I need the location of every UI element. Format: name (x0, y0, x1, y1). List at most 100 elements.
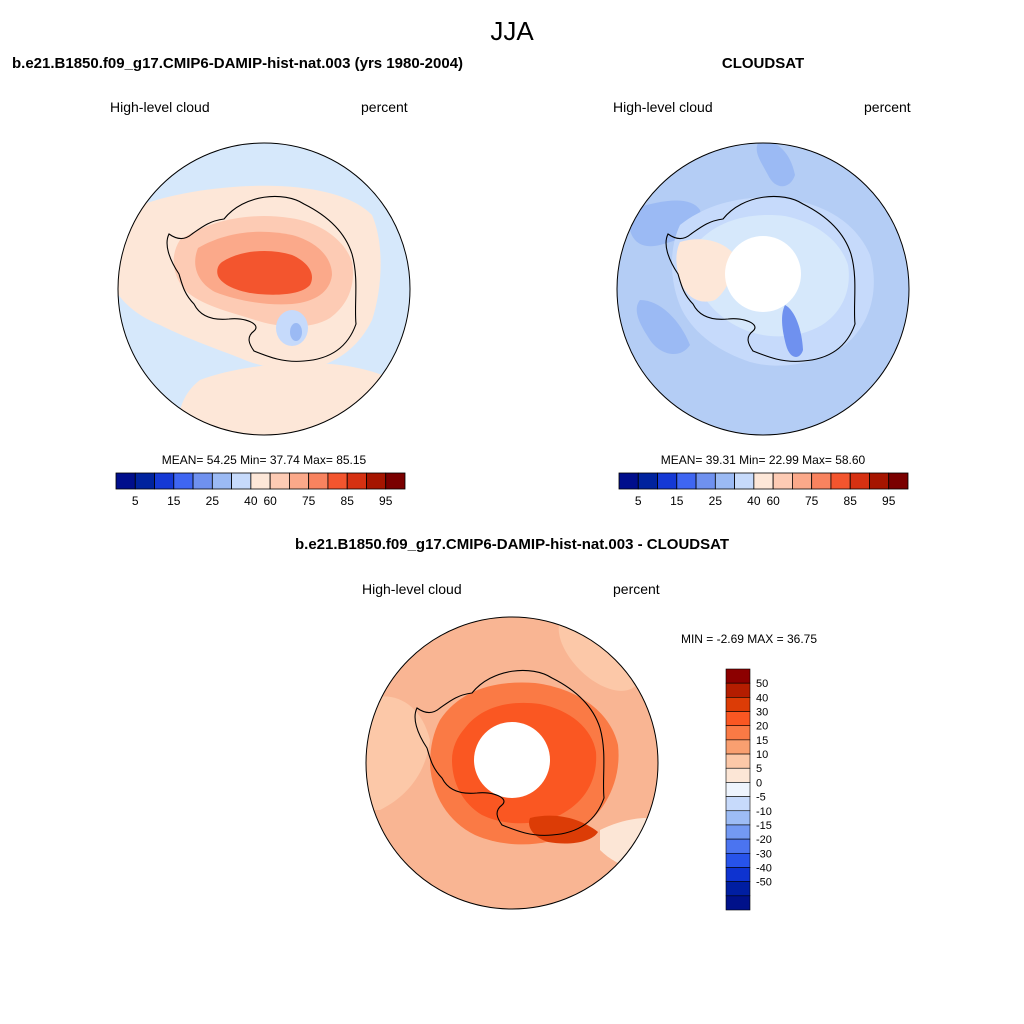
panel-model-stats: MEAN= 54.25 Min= 37.74 Max= 85.15 (162, 453, 367, 467)
colorbar-model-tick-label: 5 (132, 494, 139, 508)
colorbar-obs-tick-label: 95 (882, 494, 896, 508)
colorbar-obs: 5 15 25 40 60 75 85 95 (618, 472, 909, 508)
colorbar-diff-tick-label: 10 (756, 749, 768, 761)
colorbar-diff-tick-label: -15 (756, 820, 772, 832)
panel-model-low-blob-2 (290, 323, 302, 341)
colorbar-obs-swatch (830, 472, 851, 490)
panel-obs: CLOUDSAT High-level cloud percent MEAN= … (613, 55, 911, 508)
colorbar-diff-swatch (725, 711, 751, 727)
colorbar-diff-tick-label: 0 (756, 777, 762, 789)
colorbar-obs-tick-label: 5 (635, 494, 642, 508)
colorbar-diff-tick-label: 15 (756, 735, 768, 747)
colorbar-model-swatch (211, 472, 232, 490)
colorbar-obs-tick-label: 40 (747, 494, 761, 508)
colorbar-diff-tick-label: 40 (756, 692, 768, 704)
panel-model: b.e21.B1850.f09_g17.CMIP6-DAMIP-hist-nat… (12, 55, 463, 508)
panel-diff-stats: MIN = -2.69 MAX = 36.75 (681, 632, 817, 646)
colorbar-diff-tick-label: 20 (756, 721, 768, 733)
colorbar-obs-swatch (811, 472, 832, 490)
colorbar-diff-tick-label: -10 (756, 806, 772, 818)
panel-model-contour-85 (217, 250, 312, 295)
colorbar-diff-swatch (725, 796, 751, 812)
colorbar-obs-swatch (618, 472, 639, 490)
colorbar-diff-swatch (725, 881, 751, 897)
panel-diff-contour-40 (529, 815, 598, 844)
figure-title: JJA (490, 16, 534, 46)
colorbar-model-swatch (308, 472, 329, 490)
colorbar-diff-tick-label: 50 (756, 678, 768, 690)
colorbar-model-tick-label: 85 (341, 494, 355, 508)
colorbar-model-swatch (346, 472, 367, 490)
colorbar-model-tick-label: 95 (379, 494, 393, 508)
colorbar-diff-swatch (725, 682, 751, 698)
colorbar-diff-swatch (725, 668, 751, 684)
colorbar-model-swatch (288, 472, 310, 490)
colorbar-obs-swatch (637, 472, 658, 490)
colorbar-obs-swatch (695, 472, 716, 490)
panel-obs-map (617, 143, 909, 435)
colorbar-diff-swatch (725, 810, 751, 826)
colorbar-diff-tick-label: 30 (756, 707, 768, 719)
colorbar-diff-swatch (725, 782, 751, 797)
colorbar-obs-swatch (888, 472, 909, 490)
panel-obs-contour-orange (676, 239, 734, 302)
colorbar-diff-swatch (725, 824, 751, 840)
colorbar-obs-tick-label: 60 (766, 494, 780, 508)
panel-obs-polar-hole (725, 236, 801, 312)
colorbar-diff-swatch (725, 739, 751, 755)
panel-model-right-label: percent (361, 99, 408, 115)
colorbar-obs-swatch (734, 472, 755, 490)
colorbar-diff-tick-label: -50 (756, 877, 772, 889)
panel-diff-left-label: High-level cloud (362, 581, 462, 597)
colorbar-model-tick-label: 60 (263, 494, 277, 508)
colorbar-diff-tick-label: -40 (756, 862, 772, 874)
colorbar-model-tick-label: 75 (302, 494, 316, 508)
colorbar-diff-swatch (725, 725, 751, 741)
colorbar-obs-tick-label: 85 (844, 494, 858, 508)
panel-obs-stats: MEAN= 39.31 Min= 22.99 Max= 58.60 (661, 453, 866, 467)
colorbar-diff-tick-label: -5 (756, 792, 766, 804)
colorbar-obs-swatch (714, 472, 735, 490)
colorbar-diff-tick-label: 5 (756, 763, 762, 775)
colorbar-obs-swatch (657, 472, 678, 490)
panel-obs-header: CLOUDSAT (722, 55, 804, 72)
panel-obs-right-label: percent (864, 99, 911, 115)
panel-diff-map-border (365, 616, 659, 910)
colorbar-model-swatch (134, 472, 155, 490)
colorbar-diff-tick-label: -20 (756, 834, 772, 846)
panel-obs-left-label: High-level cloud (613, 99, 713, 115)
colorbar-obs-swatch (869, 472, 890, 490)
colorbar-obs-swatch (753, 472, 774, 490)
colorbar-diff-swatch (725, 697, 751, 712)
colorbar-model-swatch (231, 472, 252, 490)
panel-model-map-border (117, 142, 411, 436)
panel-obs-contour-mid-2 (756, 143, 795, 187)
colorbar-model-tick-label: 15 (167, 494, 181, 508)
panel-diff-polar-hole (474, 722, 550, 798)
colorbar-model-swatch (115, 472, 136, 490)
colorbar-obs-tick-label: 15 (670, 494, 684, 508)
panel-diff-header: b.e21.B1850.f09_g17.CMIP6-DAMIP-hist-nat… (295, 536, 729, 553)
panel-obs-contour-dark (782, 305, 803, 357)
panel-obs-contour-mid-3 (636, 300, 690, 355)
colorbar-obs-swatch (676, 472, 697, 490)
colorbar-model: 5 15 25 40 60 75 85 95 (115, 472, 406, 508)
colorbar-model-swatch (173, 472, 194, 490)
colorbar-obs-tick-label: 75 (805, 494, 819, 508)
colorbar-diff-swatch (725, 852, 751, 868)
colorbar-model-tick-label: 40 (244, 494, 258, 508)
colorbar-obs-swatch (849, 472, 870, 490)
colorbar-obs-tick-label: 25 (709, 494, 723, 508)
panel-model-left-label: High-level cloud (110, 99, 210, 115)
colorbar-diff-swatch (725, 753, 751, 769)
colorbar-obs-swatch (772, 472, 793, 490)
panel-model-map (118, 143, 410, 435)
colorbar-model-swatch (385, 472, 406, 490)
colorbar-model-swatch (154, 472, 175, 490)
panel-diff-contour-pale-2 (558, 620, 640, 691)
colorbar-model-swatch (269, 472, 290, 490)
colorbar-model-swatch (192, 472, 213, 490)
panel-model-header: b.e21.B1850.f09_g17.CMIP6-DAMIP-hist-nat… (12, 55, 463, 72)
